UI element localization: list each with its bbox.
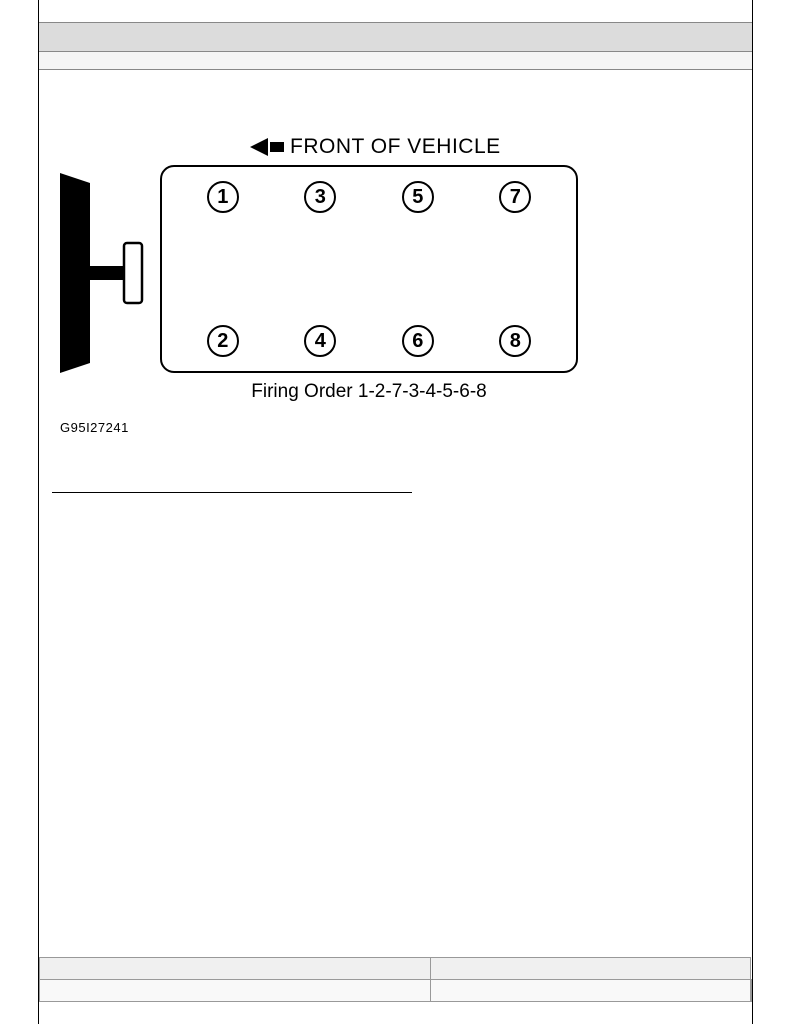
footer-cell — [40, 958, 431, 980]
footer-cell — [431, 958, 751, 980]
firing-order-caption: Firing Order 1-2-7-3-4-5-6-8 — [160, 381, 578, 403]
header-band — [39, 22, 752, 70]
fan-assembly — [60, 173, 160, 373]
cylinder-label: 4 — [315, 330, 326, 353]
cylinder-label: 3 — [315, 186, 326, 209]
cylinder-label: 5 — [412, 186, 423, 209]
cylinder-2: 2 — [207, 325, 239, 357]
cylinder-label: 2 — [217, 330, 228, 353]
cylinder-1: 1 — [207, 181, 239, 213]
cylinder-row-top: 1 3 5 7 — [162, 181, 576, 213]
header-band-top — [39, 22, 752, 52]
footer-row — [40, 958, 752, 980]
arrow-stem-icon — [270, 142, 284, 152]
footer-cell — [431, 980, 751, 1002]
header-band-bottom — [39, 52, 752, 70]
separator-line — [52, 492, 412, 493]
cylinder-label: 1 — [217, 186, 228, 209]
cylinder-6: 6 — [402, 325, 434, 357]
cylinder-7: 7 — [499, 181, 531, 213]
footer-row — [40, 980, 752, 1002]
cylinder-row-bottom: 2 4 6 8 — [162, 325, 576, 357]
footer-cell — [750, 980, 751, 1002]
engine-block: 1 3 5 7 2 4 6 8 — [160, 165, 578, 373]
direction-text: FRONT OF VEHICLE — [290, 135, 501, 158]
cylinder-label: 7 — [510, 186, 521, 209]
firing-order-diagram: FRONT OF VEHICLE 1 3 5 7 2 4 6 8 Firing … — [60, 135, 600, 435]
arrow-left-icon — [250, 138, 268, 156]
cylinder-8: 8 — [499, 325, 531, 357]
cylinder-5: 5 — [402, 181, 434, 213]
direction-label: FRONT OF VEHICLE — [250, 135, 501, 159]
cylinder-4: 4 — [304, 325, 336, 357]
cylinder-label: 8 — [510, 330, 521, 353]
cylinder-label: 6 — [412, 330, 423, 353]
footer-cell — [40, 980, 431, 1002]
cylinder-3: 3 — [304, 181, 336, 213]
figure-id: G95I27241 — [60, 420, 129, 435]
footer-table — [39, 957, 752, 1002]
fan-icon — [60, 173, 160, 373]
